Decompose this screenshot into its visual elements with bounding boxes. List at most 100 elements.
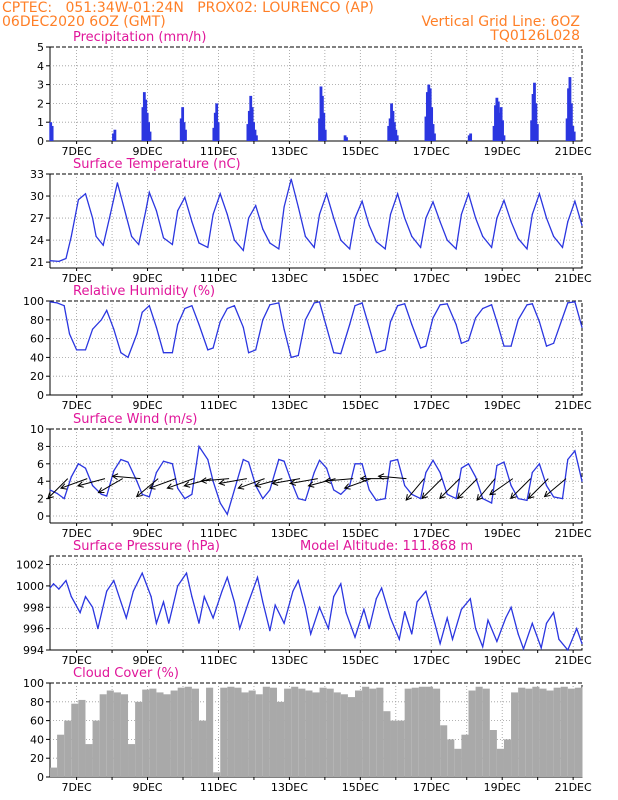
series-point bbox=[219, 321, 221, 323]
precip-bar bbox=[250, 107, 254, 141]
y-tick-label: 20 bbox=[30, 752, 44, 765]
cloud-bar bbox=[50, 767, 58, 777]
header-run-date: 06DEC2020 6OZ (GMT) bbox=[2, 14, 166, 30]
series-point bbox=[91, 606, 94, 608]
panel-title: Precipitation (mm/h) bbox=[73, 30, 206, 45]
series-point bbox=[91, 328, 94, 330]
cloud-bar bbox=[525, 688, 533, 777]
cloud-bar bbox=[206, 687, 214, 777]
x-tick-label: 19DEC bbox=[484, 527, 521, 540]
wind-arrow-head bbox=[324, 477, 332, 484]
series-point bbox=[100, 319, 103, 321]
series-point bbox=[487, 619, 489, 621]
panel-title: Surface Temperature (nC) bbox=[73, 157, 241, 172]
wind-arrow-head bbox=[489, 489, 496, 496]
series-point bbox=[460, 342, 463, 344]
series-point bbox=[531, 471, 533, 474]
series-point bbox=[248, 461, 250, 463]
series-point bbox=[439, 642, 441, 645]
cloud-bar bbox=[149, 688, 157, 777]
wind-arrow bbox=[238, 478, 265, 489]
y-tick-label: 994 bbox=[23, 644, 44, 657]
cloud-bar bbox=[376, 687, 384, 777]
wind-arrow-head bbox=[377, 473, 385, 480]
series-point bbox=[538, 193, 541, 195]
series-point bbox=[248, 601, 250, 603]
series-point bbox=[420, 498, 422, 500]
x-tick-label: 15DEC bbox=[342, 654, 379, 667]
series-point bbox=[283, 460, 285, 462]
precip-bar bbox=[469, 133, 473, 141]
series-point bbox=[467, 339, 470, 342]
cloud-bar bbox=[454, 748, 462, 777]
series-point bbox=[297, 579, 299, 582]
y-tick-label: 1002 bbox=[16, 559, 44, 572]
cloud-bar bbox=[333, 692, 341, 777]
series-point bbox=[70, 235, 72, 238]
panel-frame bbox=[49, 173, 583, 269]
series-point bbox=[290, 480, 292, 482]
series-point bbox=[283, 206, 285, 208]
series-point bbox=[52, 583, 55, 585]
cloud-bar bbox=[163, 694, 171, 777]
panel-annotation: Model Altitude: 111.868 m bbox=[300, 539, 473, 554]
precip-bar bbox=[246, 124, 250, 141]
y-tick-label: 21 bbox=[30, 256, 44, 269]
series-point bbox=[262, 228, 264, 230]
precip-bar bbox=[387, 125, 391, 141]
series-point bbox=[207, 246, 209, 249]
wind-arrow bbox=[510, 478, 531, 499]
series-point bbox=[233, 305, 236, 307]
series-point bbox=[49, 489, 51, 491]
series-point bbox=[191, 493, 193, 495]
cloud-bar bbox=[404, 688, 412, 777]
series-point bbox=[84, 595, 87, 598]
series-point bbox=[496, 640, 498, 643]
cloud-bar bbox=[305, 690, 313, 777]
x-tick-label: 17DEC bbox=[413, 781, 450, 794]
cloud-bar bbox=[503, 739, 512, 777]
x-tick-label: 19DEC bbox=[484, 654, 521, 667]
precip-bar bbox=[141, 107, 145, 141]
wind-arrow-head bbox=[237, 483, 245, 490]
series-point bbox=[256, 576, 259, 578]
cloud-bar bbox=[248, 690, 256, 777]
precip-bar bbox=[498, 112, 502, 141]
y-tick-label: 30 bbox=[30, 190, 44, 203]
series-point bbox=[526, 248, 528, 250]
cloud-bar bbox=[319, 687, 327, 777]
wind-arrow-head bbox=[289, 479, 297, 486]
wind-arrow-head bbox=[254, 481, 262, 488]
series-point bbox=[318, 301, 321, 303]
series-point bbox=[255, 349, 257, 351]
precip-bar bbox=[388, 118, 392, 141]
series-point bbox=[95, 235, 97, 238]
cloud-bar bbox=[64, 720, 72, 777]
series-point bbox=[326, 193, 328, 195]
series-point bbox=[148, 305, 150, 307]
cloud-bar bbox=[92, 720, 100, 777]
series-point bbox=[439, 221, 441, 223]
y-tick-label: 60 bbox=[30, 333, 44, 346]
cloud-bar bbox=[582, 686, 583, 777]
series-point bbox=[120, 352, 122, 354]
x-tick-label: 21DEC bbox=[555, 527, 592, 540]
series-point bbox=[191, 221, 193, 223]
cloud-bar bbox=[106, 690, 114, 777]
series-point bbox=[221, 590, 223, 592]
series-point bbox=[381, 587, 383, 589]
series-point bbox=[340, 353, 342, 355]
cloud-bar bbox=[383, 711, 391, 777]
series-point bbox=[326, 326, 328, 328]
wind-arrow bbox=[457, 478, 478, 499]
cloud-bar bbox=[191, 688, 199, 777]
x-tick-label: 11DEC bbox=[200, 399, 237, 412]
precip-bar bbox=[215, 103, 219, 141]
wind-arrow-head bbox=[76, 481, 84, 488]
series-point bbox=[239, 628, 241, 630]
wind-arrow-head bbox=[148, 483, 156, 490]
panel-title: Surface Pressure (hPa) bbox=[73, 539, 220, 554]
cloud-bar bbox=[326, 688, 334, 777]
series-point bbox=[553, 612, 555, 614]
series-point bbox=[313, 302, 315, 304]
